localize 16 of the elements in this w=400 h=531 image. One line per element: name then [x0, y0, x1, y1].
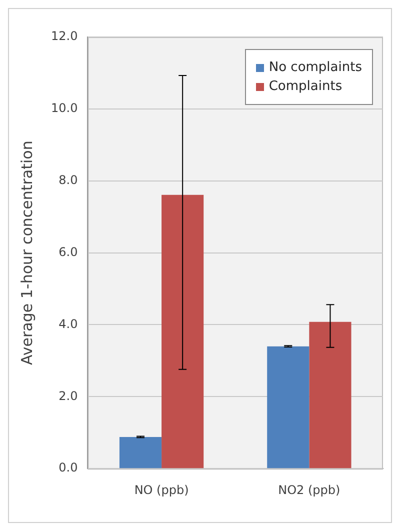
y-tick-label: 4.0: [58, 316, 78, 331]
bar: [162, 194, 204, 468]
y-tick-label: 12.0: [51, 29, 78, 44]
legend-label: Complaints: [268, 79, 342, 94]
x-tick-label: NO (ppb): [134, 482, 189, 497]
bar: [119, 436, 162, 468]
bar: [309, 322, 352, 468]
y-tick-label: 0.0: [58, 460, 78, 475]
y-tick-label: 2.0: [58, 388, 78, 403]
bar: [267, 346, 310, 468]
y-tick-label: 8.0: [58, 172, 78, 187]
y-axis-title: Average 1-hour concentration: [18, 140, 36, 365]
y-tick-label: 10.0: [51, 101, 78, 116]
y-tick-label: 6.0: [58, 244, 78, 259]
x-tick-label: NO2 (ppb): [278, 482, 340, 497]
legend-label: No complaints: [268, 60, 362, 75]
